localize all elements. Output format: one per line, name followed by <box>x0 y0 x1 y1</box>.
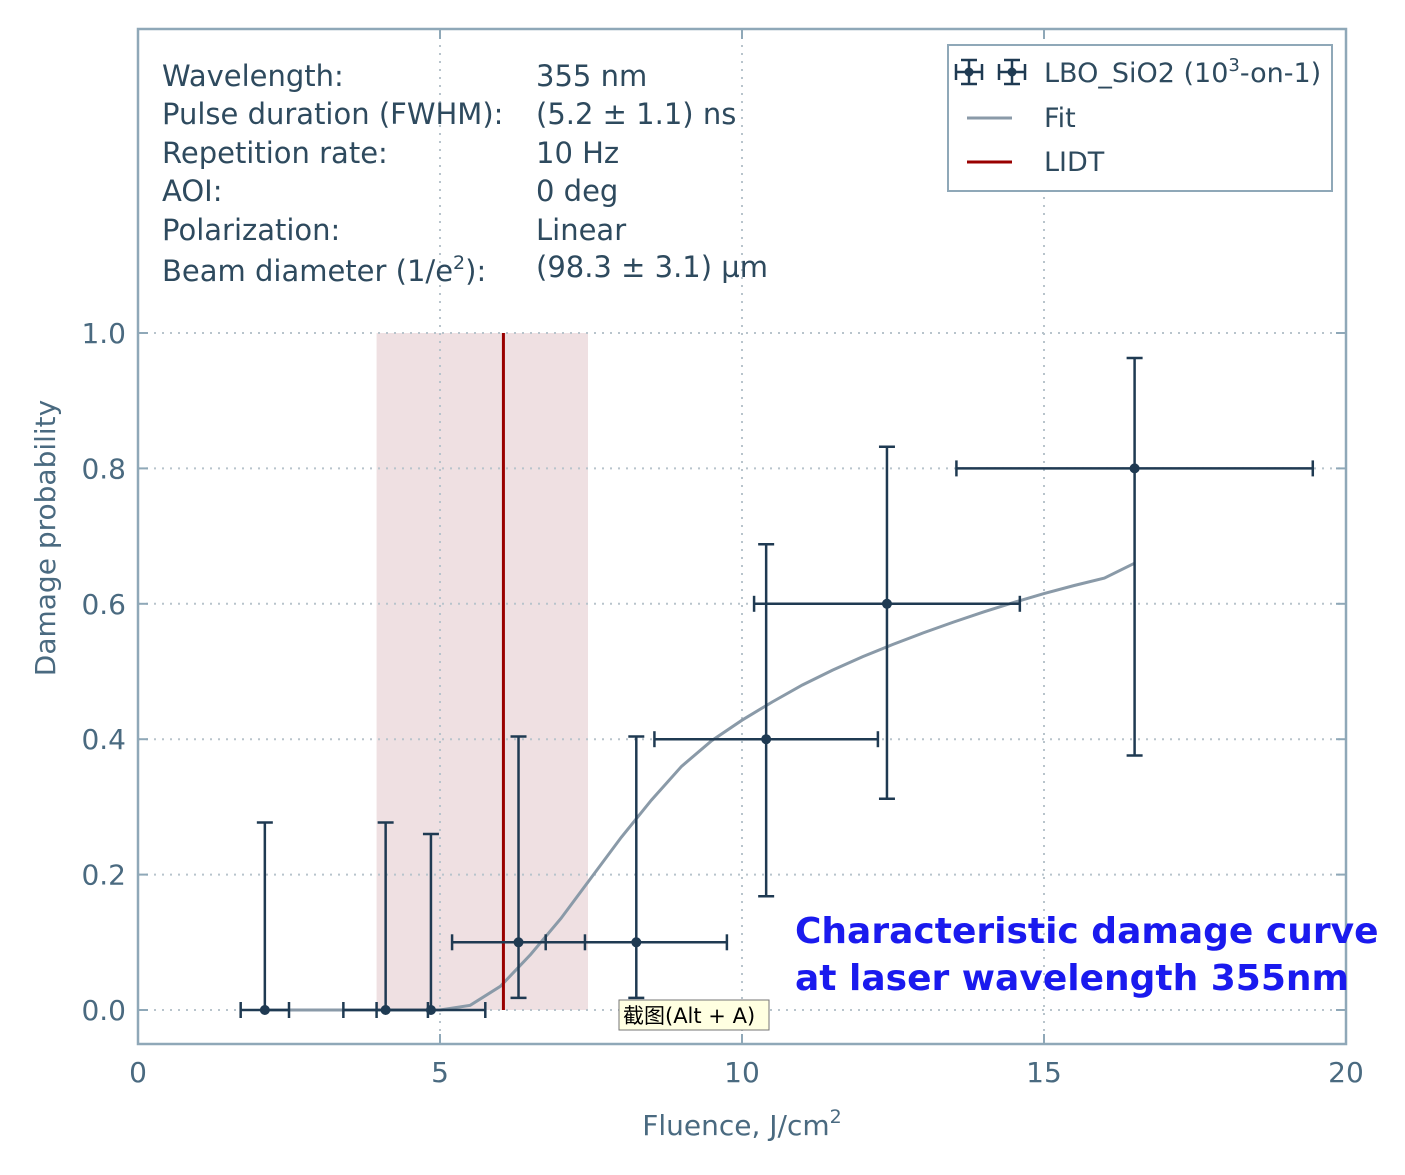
info-value-0: 355 nm <box>536 59 647 93</box>
y-tick-label: 0.6 <box>81 588 126 621</box>
data-point-7 <box>955 356 1315 757</box>
x-tick-label: 15 <box>1026 1056 1062 1089</box>
x-axis-title: Fluence, J/cm2 <box>642 1106 841 1142</box>
tooltip-text: 截图(Alt + A) <box>623 1004 755 1028</box>
annotation: Characteristic damage curve at laser wav… <box>795 911 1379 999</box>
x-axis-title-superscript: 2 <box>830 1106 842 1128</box>
legend-label-fit: Fit <box>1044 103 1076 134</box>
data-marker <box>631 937 642 948</box>
lidt-uncertainty-band <box>376 333 588 1010</box>
data-marker <box>881 598 892 609</box>
info-value-1: (5.2 ± 1.1) ns <box>536 97 736 131</box>
info-label-4: Polarization: <box>162 213 340 247</box>
lidt-uncertainty-band-layer <box>376 333 588 1010</box>
y-tick-label: 0.2 <box>81 859 126 892</box>
x-tick-label: 5 <box>431 1056 449 1089</box>
data-marker <box>425 1005 436 1015</box>
data-point-3 <box>450 735 587 1000</box>
x-tick-label: 20 <box>1328 1056 1364 1089</box>
legend-errorbar-symbol-1 <box>954 58 984 86</box>
data-point-2 <box>375 832 487 1018</box>
info-label-5: Beam diameter (1/e2): <box>162 252 486 288</box>
y-tick-label: 0.4 <box>81 723 126 756</box>
legend-label-lidt: LIDT <box>1044 147 1105 178</box>
info-label-0: Wavelength: <box>162 59 344 93</box>
data-point-4 <box>544 735 729 1000</box>
data-marker <box>513 937 524 948</box>
info-value-3: 0 deg <box>536 174 618 208</box>
data-point-0 <box>239 821 291 1018</box>
data-point-5 <box>653 542 880 898</box>
data-points-layer <box>239 356 1315 1018</box>
annotation-line-1: Characteristic damage curve <box>795 911 1379 952</box>
data-point-6 <box>752 445 1022 801</box>
y-axis-title: Damage probability <box>29 400 62 676</box>
data-marker <box>761 734 772 745</box>
info-label-1: Pulse duration (FWHM): <box>162 97 503 131</box>
x-tick-label: 10 <box>724 1056 760 1089</box>
y-tick-label: 0.0 <box>81 994 126 1027</box>
legend-errorbar-symbol-2 <box>997 58 1027 86</box>
info-value-5: (98.3 ± 3.1) µm <box>536 250 768 284</box>
legend: LBO_SiO2 (103-on-1) Fit LIDT <box>947 44 1333 192</box>
tooltip-box <box>618 999 770 1031</box>
axis-ticks-layer: 0 5 10 15 20 0.0 0.2 0.4 0.6 0.8 1.0 <box>81 29 1364 1089</box>
measurement-info-block: Wavelength: 355 nm Pulse duration (FWHM): (… <box>162 59 768 288</box>
data-marker <box>259 1005 270 1015</box>
info-label-3: AOI: <box>162 174 222 208</box>
annotation-line-2: at laser wavelength 355nm <box>795 958 1349 999</box>
legend-label-data: LBO_SiO2 (103-on-1) <box>1044 55 1321 89</box>
info-value-4: Linear <box>536 213 626 247</box>
info-label-2: Repetition rate: <box>162 136 388 170</box>
data-marker <box>1129 463 1140 474</box>
info-value-2: 10 Hz <box>536 136 619 170</box>
y-tick-label: 0.8 <box>81 452 126 485</box>
legend-label-data-superscript: 3 <box>1228 55 1239 76</box>
y-tick-label: 1.0 <box>81 317 126 350</box>
x-tick-label: 0 <box>129 1056 147 1089</box>
screenshot-tooltip: 截图(Alt + A) <box>618 999 770 1031</box>
